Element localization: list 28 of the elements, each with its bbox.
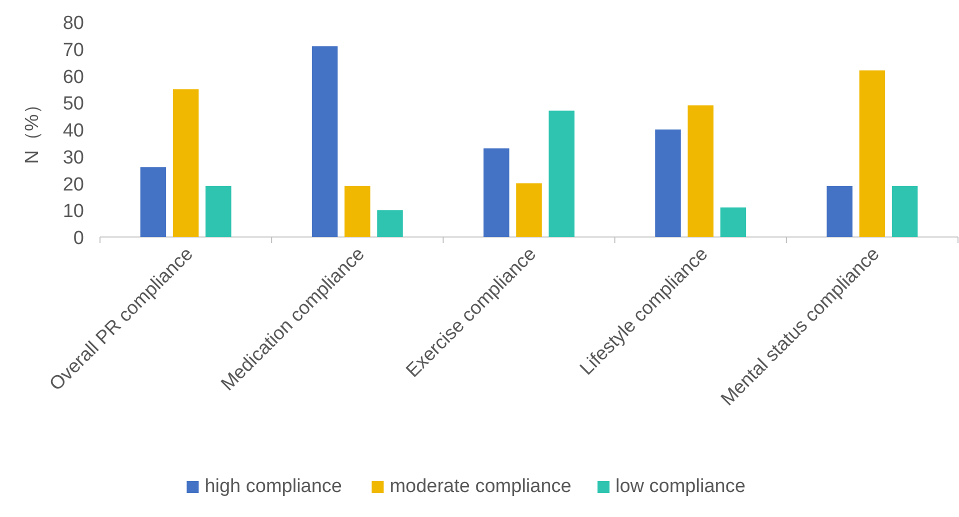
bar [516,183,542,237]
bar [484,148,510,237]
legend-label: high compliance [204,476,342,497]
legend-label: moderate compliance [390,476,572,497]
bar [720,207,746,237]
y-tick-label: 0 [73,228,84,249]
bar [172,89,199,237]
y-tick-label: 10 [62,201,84,222]
bar [312,46,338,237]
bar [206,186,232,237]
y-tick-label: 30 [62,147,84,168]
y-tick-label: 60 [62,66,84,88]
y-axis-title: N（%） [22,95,43,164]
bar [859,70,886,237]
bar [548,110,574,237]
y-tick-label: 50 [62,94,84,115]
bar [826,186,852,237]
bar [688,105,714,237]
y-tick-label: 40 [62,120,84,142]
bar [892,186,918,237]
y-tick-label: 70 [62,40,84,61]
bar [377,210,403,237]
bar [655,130,681,237]
y-tick-label: 20 [62,174,84,196]
bar [140,167,166,237]
y-tick-label: 80 [62,13,84,34]
bar [344,186,370,237]
legend-label: low compliance [616,476,746,497]
